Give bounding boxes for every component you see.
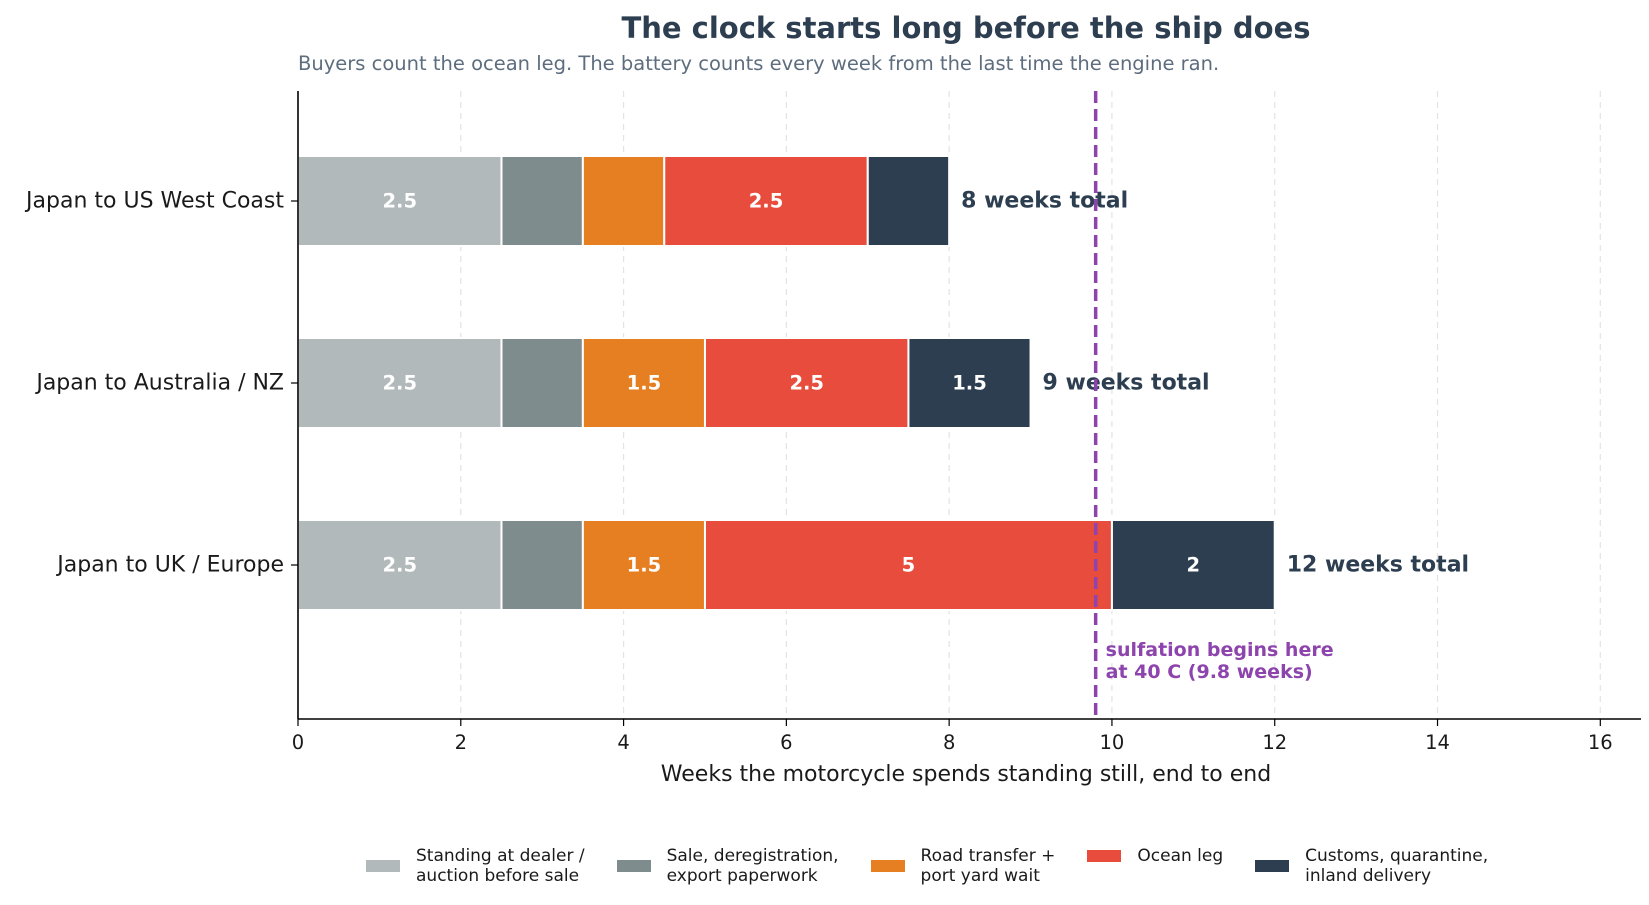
x-tick-label: 4 xyxy=(617,731,629,754)
total-label: 8 weeks total xyxy=(961,189,1128,214)
legend: Standing at dealer / auction before sale… xyxy=(366,846,1520,886)
total-label: 9 weeks total xyxy=(1043,371,1210,396)
legend-swatch xyxy=(366,860,400,872)
bar-segment xyxy=(500,337,584,429)
bar-segment xyxy=(581,155,666,247)
bar-segment xyxy=(581,519,706,611)
x-tick-label: 2 xyxy=(455,731,467,754)
chart-title: The clock starts long before the ship do… xyxy=(621,11,1310,45)
legend-label: Sale, deregistration, export paperwork xyxy=(666,846,839,886)
x-tick-label: 8 xyxy=(943,731,955,754)
y-tick-label: Japan to UK / Europe xyxy=(55,553,284,578)
segment-value-label: 1.5 xyxy=(627,554,662,577)
bar-segment xyxy=(297,519,503,611)
segment-value-label: 2.5 xyxy=(382,372,417,395)
axes xyxy=(297,91,1641,720)
segment-value-label: 2 xyxy=(1187,554,1201,577)
bar-segment xyxy=(581,337,706,429)
bar-segment xyxy=(866,155,951,247)
legend-item: Customs, quarantine, inland delivery xyxy=(1255,846,1488,886)
legend-label: Road transfer + port yard wait xyxy=(920,846,1056,886)
legend-swatch xyxy=(1087,850,1122,862)
segment-value-label: 2.5 xyxy=(789,372,824,395)
bar-segment xyxy=(500,519,584,611)
bar-segments xyxy=(297,155,1276,611)
legend-label: Ocean leg xyxy=(1137,846,1224,866)
sulfation-annotation-line1: sulfation begins here xyxy=(1106,639,1334,661)
segment-value-label: 2.5 xyxy=(382,190,417,213)
segment-value-label: 1.5 xyxy=(952,372,987,395)
segment-value-label: 2.5 xyxy=(749,190,784,213)
chart-subtitle: Buyers count the ocean leg. The battery … xyxy=(298,52,1219,75)
bar-segment xyxy=(703,337,910,429)
legend-swatch xyxy=(1255,860,1290,872)
y-tick-labels: Japan to US West Coast Japan to Australia… xyxy=(24,189,298,578)
x-tick-labels: 0 2 4 6 8 10 12 14 16 xyxy=(292,719,1613,754)
legend-swatch xyxy=(870,860,905,872)
legend-item: Ocean leg xyxy=(1087,846,1223,866)
x-tick-label: 10 xyxy=(1100,731,1125,754)
legend-label: Customs, quarantine, inland delivery xyxy=(1305,846,1489,886)
bar-segment xyxy=(907,337,1032,429)
segment-value-label: 2.5 xyxy=(382,554,417,577)
bar-segment xyxy=(703,519,1113,611)
legend-swatch xyxy=(616,860,651,872)
y-tick-label: Japan to US West Coast xyxy=(24,189,284,214)
total-labels: 8 weeks total 9 weeks total 12 weeks total xyxy=(961,189,1469,578)
bar-segment xyxy=(297,155,503,247)
legend-label: Standing at dealer / auction before sale xyxy=(416,846,585,886)
x-tick-label: 12 xyxy=(1262,731,1287,754)
legend-item: Sale, deregistration, export paperwork xyxy=(616,846,839,886)
bar-segment xyxy=(1110,519,1276,611)
x-axis-label: Weeks the motorcycle spends standing sti… xyxy=(661,762,1271,787)
sulfation-annotation-line2: at 40 C (9.8 weeks) xyxy=(1106,661,1313,683)
segment-labels: 2.5 2.5 2.5 1.5 2.5 1.5 2.5 1.5 5 2 xyxy=(382,190,1200,577)
x-tick-label: 0 xyxy=(292,731,304,754)
bar-segment xyxy=(500,155,584,247)
segment-value-label: 1.5 xyxy=(627,372,662,395)
legend-item: Standing at dealer / auction before sale xyxy=(366,846,585,886)
x-tick-label: 6 xyxy=(780,731,792,754)
legend-item: Road transfer + port yard wait xyxy=(870,846,1056,886)
total-label: 12 weeks total xyxy=(1287,553,1469,578)
x-tick-label: 16 xyxy=(1588,731,1613,754)
segment-value-label: 5 xyxy=(902,554,916,577)
x-tick-label: 14 xyxy=(1425,731,1450,754)
y-tick-label: Japan to Australia / NZ xyxy=(34,371,284,396)
